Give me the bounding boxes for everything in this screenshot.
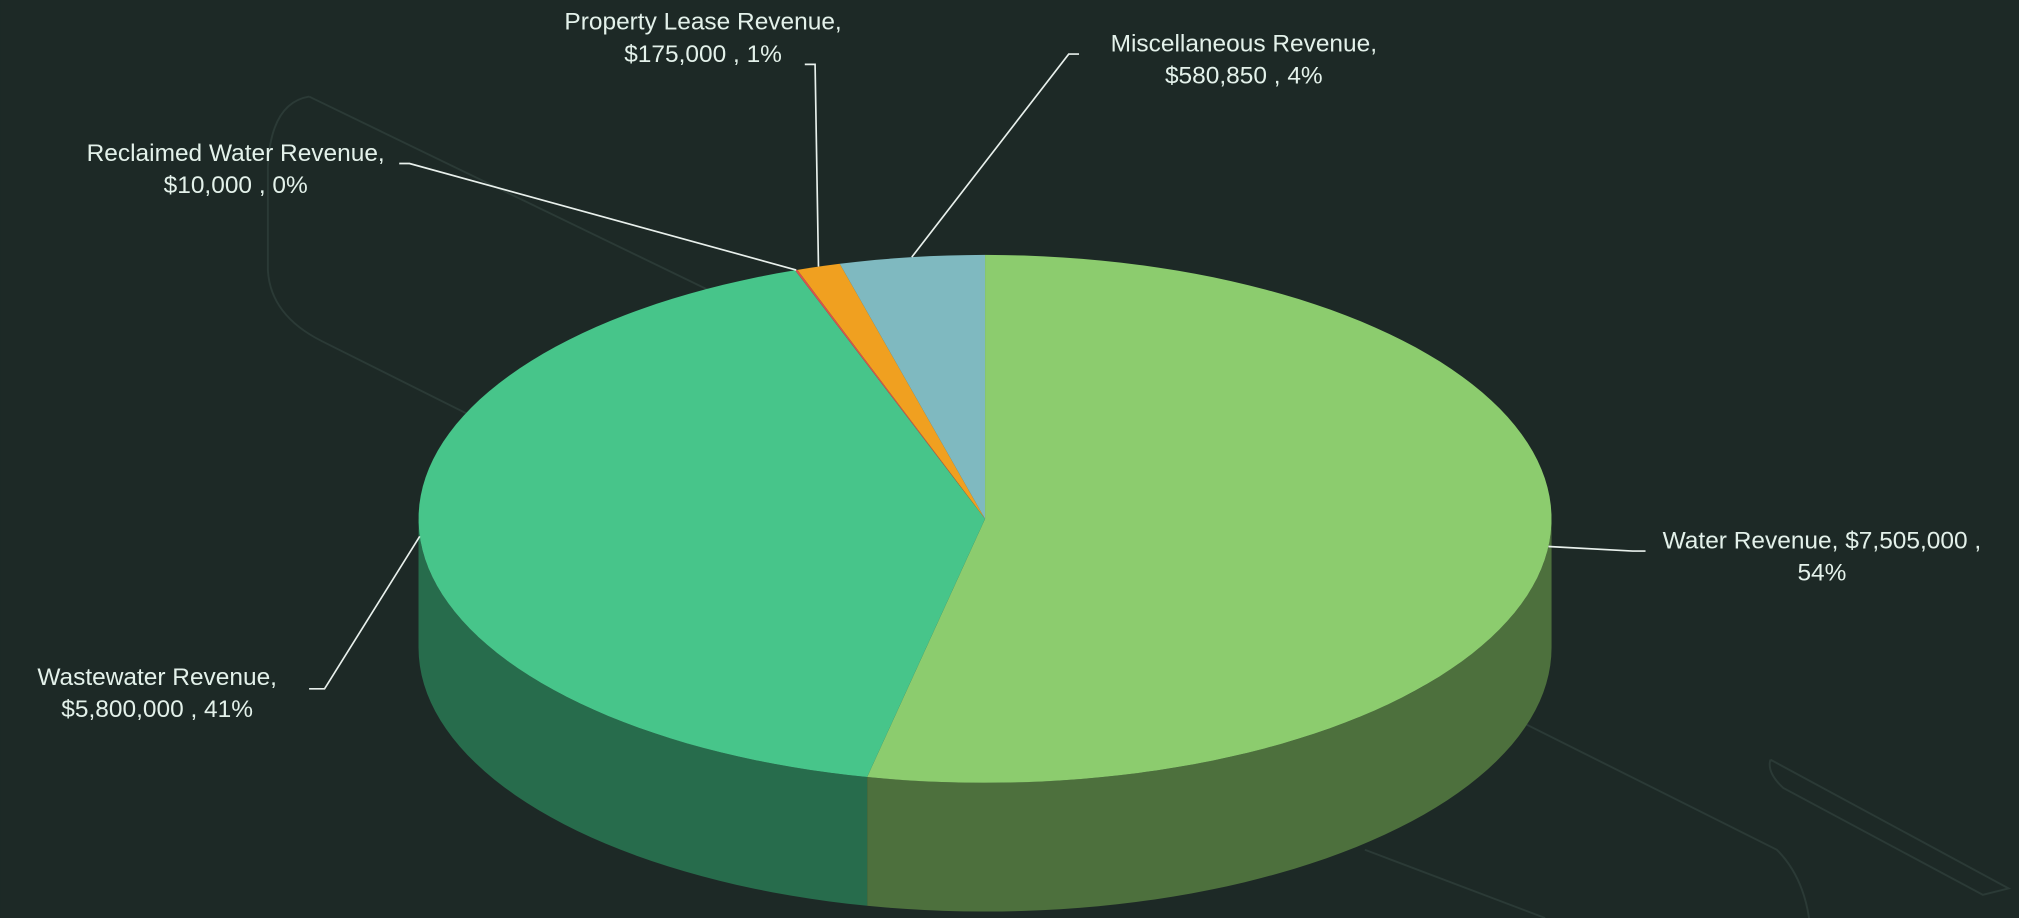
leader-line xyxy=(399,162,797,271)
decoration xyxy=(1364,720,1811,918)
leader-line xyxy=(911,53,1080,258)
leader-line xyxy=(1548,545,1646,552)
slice xyxy=(797,263,986,519)
data-label: Water Revenue, $7,505,000 , xyxy=(1663,528,1982,555)
slice xyxy=(867,254,1552,783)
leader-line xyxy=(309,535,421,690)
data-label: Wastewater Revenue, xyxy=(37,664,277,691)
pie-sides xyxy=(418,518,1552,912)
data-label: $10,000 , 0% xyxy=(164,172,308,199)
slice-side xyxy=(867,518,1552,912)
slice xyxy=(795,269,986,519)
slice-side xyxy=(418,518,868,906)
data-label: Reclaimed Water Revenue, xyxy=(87,140,385,167)
decoration xyxy=(1768,758,2012,896)
slice xyxy=(839,254,986,519)
data-labels: Water Revenue, $7,505,000 , 54% Wastewater… xyxy=(37,9,1981,724)
leader-line xyxy=(804,63,820,267)
data-label: 54% xyxy=(1797,560,1846,587)
data-label: Miscellaneous Revenue, xyxy=(1111,31,1377,58)
pie-tops xyxy=(418,254,1552,783)
data-label: $580,850 , 4% xyxy=(1165,63,1323,90)
data-label: $175,000 , 1% xyxy=(624,41,782,68)
slice xyxy=(418,270,986,778)
decoration xyxy=(266,95,542,452)
decoration xyxy=(308,95,722,297)
data-label: $5,800,000 , 41% xyxy=(61,696,253,723)
data-label: Property Lease Revenue, xyxy=(564,9,841,36)
